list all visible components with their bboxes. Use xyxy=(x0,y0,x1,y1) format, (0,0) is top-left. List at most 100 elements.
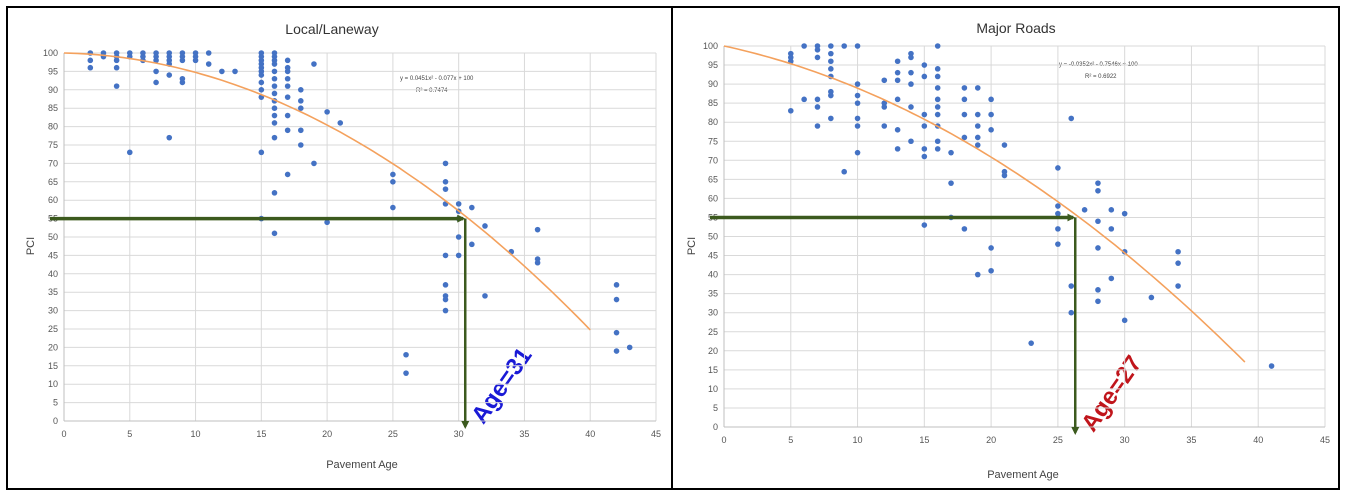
age-label: Age=31 xyxy=(466,343,537,429)
trendline-r2: R² = 0.6922 xyxy=(1085,74,1117,80)
data-point xyxy=(534,259,541,266)
data-point xyxy=(894,146,901,152)
data-point xyxy=(219,68,225,75)
data-point xyxy=(787,107,794,114)
data-point xyxy=(284,112,291,119)
data-point xyxy=(934,138,941,145)
data-point xyxy=(1068,283,1075,289)
data-point xyxy=(258,72,265,78)
data-point xyxy=(298,98,304,104)
data-point xyxy=(908,54,914,61)
data-point xyxy=(828,92,834,99)
y-tick-label: 35 xyxy=(708,289,718,299)
data-point xyxy=(284,68,291,75)
data-point xyxy=(894,127,901,133)
data-point xyxy=(854,100,861,106)
data-point xyxy=(1095,245,1101,251)
data-point xyxy=(311,61,317,67)
data-point xyxy=(961,111,968,118)
data-point xyxy=(921,123,928,129)
data-point xyxy=(1068,115,1075,122)
data-point xyxy=(1121,210,1128,217)
data-point xyxy=(1175,283,1181,289)
y-tick-label: 15 xyxy=(48,361,58,371)
data-point xyxy=(974,123,981,129)
data-point xyxy=(1028,340,1034,346)
x-tick-label: 35 xyxy=(1186,435,1196,445)
data-point xyxy=(948,149,954,156)
x-tick-label: 30 xyxy=(454,429,464,439)
data-point xyxy=(284,171,291,178)
y-tick-label: 50 xyxy=(708,232,718,242)
y-tick-label: 20 xyxy=(708,346,718,356)
data-point xyxy=(284,75,291,82)
data-point xyxy=(961,96,968,103)
data-point xyxy=(1055,226,1061,232)
data-point xyxy=(271,134,278,141)
data-point xyxy=(1055,203,1061,209)
data-point xyxy=(271,230,278,237)
data-point xyxy=(179,57,186,64)
y-tick-label: 25 xyxy=(708,327,718,337)
x-tick-label: 35 xyxy=(519,429,529,439)
data-point xyxy=(271,190,278,196)
data-point xyxy=(284,83,291,89)
data-point xyxy=(854,92,861,99)
data-point xyxy=(1081,207,1088,213)
data-point xyxy=(442,160,449,167)
data-point xyxy=(974,142,981,148)
data-point xyxy=(113,83,120,89)
y-tick-label: 10 xyxy=(48,379,58,389)
data-point xyxy=(271,90,278,97)
data-point xyxy=(841,43,847,49)
y-tick-label: 80 xyxy=(48,122,58,132)
y-tick-label: 80 xyxy=(708,117,718,127)
data-point xyxy=(854,43,861,49)
x-tick-label: 10 xyxy=(191,429,201,439)
data-point xyxy=(613,282,620,288)
data-point xyxy=(854,115,861,122)
data-point xyxy=(482,293,488,299)
y-axis-label: PCI xyxy=(686,237,698,255)
data-point xyxy=(87,64,94,71)
data-point xyxy=(961,226,968,232)
data-point xyxy=(881,104,888,110)
x-tick-label: 30 xyxy=(1120,435,1130,445)
data-point xyxy=(934,66,941,72)
y-tick-label: 40 xyxy=(708,270,718,280)
data-point xyxy=(921,111,928,118)
data-point xyxy=(974,111,981,118)
data-point xyxy=(166,134,173,141)
y-tick-label: 100 xyxy=(43,48,58,58)
data-point xyxy=(1001,142,1008,148)
data-point xyxy=(482,223,488,229)
data-point xyxy=(814,47,821,53)
y-tick-label: 95 xyxy=(708,60,718,70)
data-point xyxy=(626,344,633,351)
data-point xyxy=(934,104,941,110)
data-point xyxy=(271,75,278,82)
x-axis-label: Pavement Age xyxy=(987,469,1059,481)
data-point xyxy=(1148,294,1155,301)
data-point xyxy=(854,149,861,156)
y-tick-label: 40 xyxy=(48,269,58,279)
data-point xyxy=(1001,172,1008,179)
chart-local-laneway: Local/Laneway PCI Pavement Age y = 0.045… xyxy=(25,21,661,471)
x-tick-label: 0 xyxy=(721,435,726,445)
x-tick-label: 15 xyxy=(919,435,929,445)
data-point xyxy=(455,252,462,259)
data-point xyxy=(1175,248,1181,255)
data-point xyxy=(908,138,914,145)
data-point xyxy=(1108,226,1115,232)
data-point xyxy=(455,201,462,207)
data-point xyxy=(153,57,159,64)
data-point xyxy=(934,146,941,152)
y-tick-label: 45 xyxy=(708,251,718,261)
data-point xyxy=(988,127,994,133)
y-tick-label: 0 xyxy=(53,416,58,426)
data-point xyxy=(179,79,186,86)
data-point xyxy=(153,79,159,86)
y-tick-label: 50 xyxy=(48,232,58,242)
data-point xyxy=(934,85,941,91)
y-tick-label: 25 xyxy=(48,324,58,334)
